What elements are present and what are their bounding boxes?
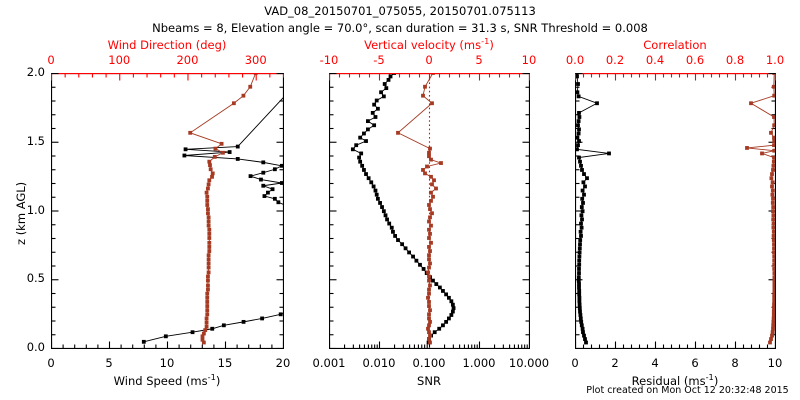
series-snr [350, 74, 456, 345]
panel-wind-bottom-tick: 15 [217, 356, 233, 370]
series-wind-direction [188, 74, 258, 345]
panel-residual-bottom-tick: 10 [767, 356, 783, 370]
panel-snr-top-tick: -10 [319, 53, 339, 67]
panel-wind-bottom-tick: 20 [275, 356, 291, 370]
panel-wind-bottom-axis-title: Wind Speed (ms-1) [113, 372, 221, 388]
panel-residual-top-tick: 1.0 [765, 53, 785, 67]
y-axis-tick: 0.5 [26, 271, 45, 286]
panel-residual [575, 73, 776, 349]
panel-residual-bottom-tick: 6 [691, 356, 699, 370]
panel-snr-bottom-tick: 1.000 [462, 356, 496, 370]
series-vertical-velocity [396, 74, 443, 345]
panel-wind-top-tick: 100 [108, 53, 131, 67]
panel-residual-bottom-axis-title: Residual (ms-1) [631, 372, 719, 388]
panel-wind-top-tick: 0 [47, 53, 55, 67]
series-correlation [745, 74, 775, 345]
panel-wind-top-tick: 200 [176, 53, 199, 67]
figure-title: VAD_08_20150701_075055, 20150701.075113 [264, 4, 536, 18]
panel-wind-top-tick: 300 [244, 53, 267, 67]
panel-wind-bottom-tick: 5 [105, 356, 113, 370]
panel-residual-top-tick: 0.4 [645, 53, 665, 67]
series-residual [576, 74, 611, 345]
panel-snr-top-tick: 0 [425, 53, 433, 67]
series-wind-speed [141, 97, 283, 344]
panel-snr-top-tick: 10 [521, 53, 537, 67]
panel-snr-bottom-axis-title: SNR [417, 374, 441, 388]
y-axis-tick: 1.5 [26, 133, 45, 148]
panel-residual-top-tick: 0.0 [565, 53, 585, 67]
plot-created-footer: Plot created on Mon Oct 12 20:32:48 2015 [586, 385, 789, 396]
panel-snr-bottom-tick: 10.000 [508, 356, 550, 370]
y-axis-tick: 2.0 [26, 65, 45, 79]
panel-snr-bottom-tick: 0.010 [362, 356, 396, 370]
panel-wind [51, 73, 284, 349]
panel-residual-bottom-tick: 0 [571, 356, 579, 370]
panel-snr-top-axis-title: Vertical velocity (ms-1) [364, 36, 494, 52]
panel-snr-bottom-tick: 0.001 [312, 356, 346, 370]
panel-residual-bottom-tick: 8 [731, 356, 739, 370]
figure-subtitle: Nbeams = 8, Elevation angle = 70.0°, sca… [152, 21, 648, 35]
panel-residual-top-tick: 0.6 [685, 53, 705, 67]
y-axis-tick: 1.0 [26, 202, 45, 217]
panel-residual-bottom-tick: 4 [651, 356, 659, 370]
panel-residual-top-tick: 0.2 [605, 53, 625, 67]
panel-snr-top-tick: 5 [475, 53, 483, 67]
y-axis-tick: 0.0 [26, 340, 45, 354]
panel-residual-top-axis-title: Correlation [643, 38, 707, 52]
panel-residual-bottom-tick: 2 [611, 356, 619, 370]
panel-wind-top-axis-title: Wind Direction (deg) [107, 38, 227, 52]
panel-snr [329, 73, 530, 349]
panel-wind-bottom-tick: 10 [159, 356, 175, 370]
panel-snr-top-tick: -5 [373, 53, 385, 67]
panel-wind-bottom-tick: 0 [47, 356, 55, 370]
panel-snr-bottom-tick: 0.100 [412, 356, 446, 370]
panel-residual-top-tick: 0.8 [725, 53, 745, 67]
